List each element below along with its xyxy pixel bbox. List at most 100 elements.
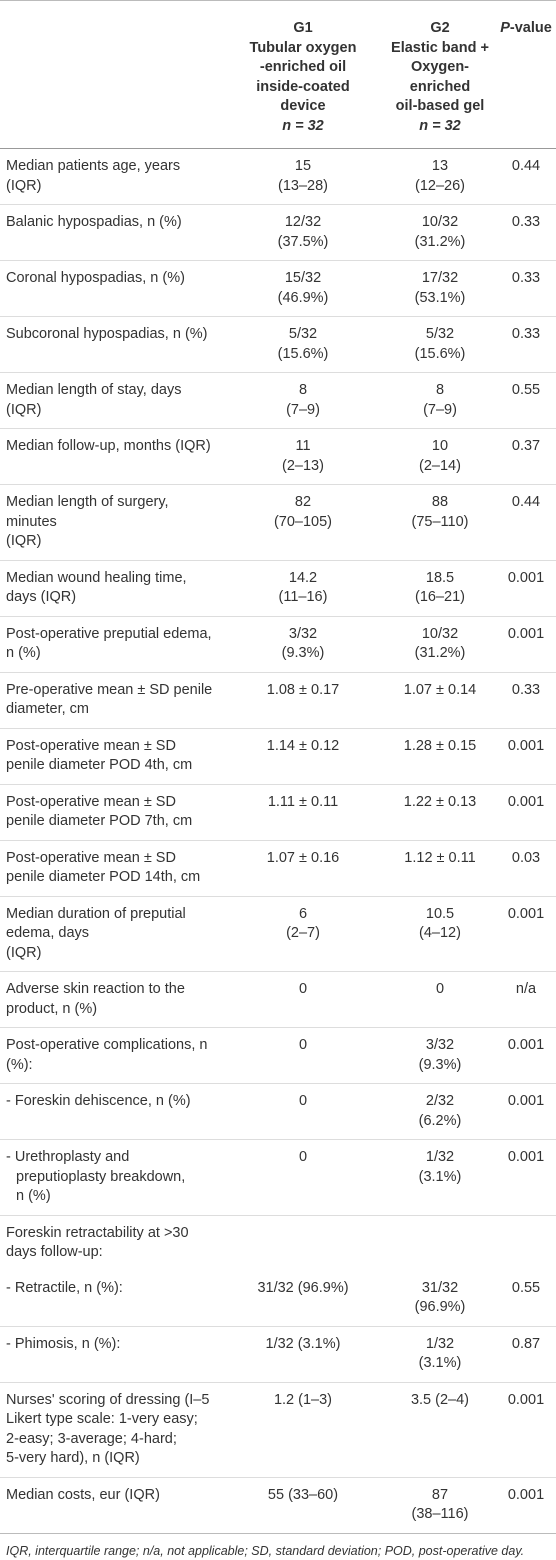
p-value: 0.03	[511, 849, 541, 866]
g2-cell: 10.5 (4–12)	[384, 896, 496, 972]
table-header: G1 Tubular oxygen -enriched oil inside-coat…	[0, 1, 556, 149]
g2-line: (75–110)	[411, 513, 469, 530]
label-line: Median wound healing time,	[6, 569, 187, 586]
g1-cell: 1.2 (1–3)	[222, 1382, 384, 1477]
g1-line: (37.5%)	[277, 233, 329, 250]
p-value: 0.37	[511, 438, 541, 454]
p-cell: 0.55	[496, 1271, 556, 1327]
row-label: Median wound healing time, days (IQR)	[0, 560, 222, 616]
header-line: enriched	[409, 78, 471, 95]
header-n: n = 32	[282, 117, 324, 134]
g2-line: 31/32	[421, 1279, 459, 1296]
label-line: Post-operative mean ± SD	[6, 793, 176, 810]
table-row: Foreskin retractability at >30 days follo…	[0, 1215, 556, 1271]
label-line: Post-operative mean ± SD	[6, 737, 176, 754]
p-rest: -value	[509, 20, 552, 36]
table-row: Post-operative preputial edema, n (%) 3/32…	[0, 616, 556, 672]
table-body: Median patients age, years (IQR) 15 (13–28…	[0, 148, 556, 1533]
g2-cell: 13 (12–26)	[384, 149, 496, 205]
label-line: 2-easy; 3-average; 4-hard;	[6, 1430, 177, 1447]
g2-line: (3.1%)	[418, 1168, 462, 1185]
g2-line: (31.2%)	[414, 233, 466, 250]
table-row: Post-operative complications, n (%): 0 3/32…	[0, 1027, 556, 1084]
p-cell: 0.33	[496, 317, 556, 373]
g1-line: (13–28)	[278, 177, 328, 194]
p-value: 0.55	[511, 382, 541, 398]
row-label: Post-operative preputial edema, n (%)	[0, 616, 222, 672]
label-line: 5-very hard), n (IQR)	[6, 1450, 140, 1466]
g2-line: (3.1%)	[418, 1355, 462, 1371]
p-cell: 0.87	[496, 1326, 556, 1382]
p-value: 0.87	[511, 1335, 541, 1352]
g2-line: 1/32	[425, 1149, 455, 1165]
g2-line: 1.07 ± 0.14	[403, 681, 477, 698]
g2-line: (31.2%)	[414, 645, 466, 661]
g1-line: 15	[294, 158, 312, 174]
table-row: - Foreskin dehiscence, n (%) 0 2/32 (6.2%) 0…	[0, 1083, 556, 1140]
header-line: Tubular oxygen	[249, 39, 357, 56]
row-label: Median length of surgery, minutes (IQR)	[0, 485, 222, 561]
g2-line: (7–9)	[423, 401, 457, 418]
g1-line: 0	[298, 981, 308, 997]
header-line: Oxygen-	[410, 59, 469, 75]
table-row: Median costs, eur (IQR) 55 (33–60) 87 (38–1…	[0, 1477, 556, 1533]
g2-line: 88	[431, 494, 449, 510]
g2-cell: 3.5 (2–4)	[384, 1382, 496, 1477]
g1-line: (7–9)	[286, 401, 320, 418]
p-cell: 0.001	[496, 728, 556, 784]
p-value: 0.55	[511, 1279, 541, 1296]
g2-line: (38–116)	[411, 1506, 469, 1522]
row-label: Foreskin retractability at >30 days follo…	[0, 1215, 222, 1271]
g1-line: 5/32	[288, 326, 318, 342]
label-line: Adverse skin reaction to the	[6, 981, 185, 997]
label-line: Subcoronal hypospadias, n (%)	[6, 326, 208, 342]
g2-line: (9.3%)	[418, 1056, 462, 1073]
g2-line: (16–21)	[415, 589, 465, 605]
g2-line: 1.28 ± 0.15	[403, 737, 477, 754]
g2-cell: 3/32 (9.3%)	[384, 1028, 496, 1084]
label-line: - Foreskin dehiscence, n (%)	[6, 1093, 191, 1109]
row-label: Nurses' scoring of dressing (I–5 Likert t…	[0, 1382, 222, 1477]
g1-cell: 8 (7–9)	[222, 373, 384, 429]
row-label: Post-operative mean ± SD penile diameter …	[0, 784, 222, 840]
g1-cell	[222, 1215, 384, 1271]
g2-line: 17/32	[421, 270, 459, 286]
table-row: Median patients age, years (IQR) 15 (13–28…	[0, 148, 556, 205]
header-n: n = 32	[419, 117, 461, 134]
p-header: P-value	[496, 1, 556, 149]
g1-cell: 15 (13–28)	[222, 149, 384, 205]
table-row: Post-operative mean ± SD penile diameter …	[0, 840, 556, 896]
p-cell: 0.001	[496, 784, 556, 840]
p-cell: 0.33	[496, 672, 556, 728]
label-line: Post-operative mean ± SD	[6, 849, 176, 866]
row-label: Post-operative mean ± SD penile diameter …	[0, 840, 222, 896]
g2-cell: 88 (75–110)	[384, 485, 496, 561]
row-label: Median length of stay, days (IQR)	[0, 373, 222, 429]
table-row: Median follow-up, months (IQR) 11 (2–13) 10…	[0, 428, 556, 485]
label-line: Foreskin retractability at >30	[6, 1224, 189, 1241]
g1-line: 1.07 ± 0.16	[266, 849, 340, 866]
p-value: 0.33	[511, 214, 541, 230]
g2-line: 2/32	[425, 1093, 455, 1109]
label-line: days follow-up:	[6, 1244, 103, 1260]
row-label: Median follow-up, months (IQR)	[0, 429, 222, 485]
g2-cell: 1/32 (3.1%)	[384, 1140, 496, 1216]
g1-line: 1/32 (3.1%)	[265, 1335, 341, 1352]
g1-cell: 15/32 (46.9%)	[222, 261, 384, 317]
g2-line: 3/32	[425, 1037, 455, 1053]
row-label: - Urethroplasty and preputioplasty breakd…	[0, 1140, 222, 1216]
label-line: diameter, cm	[6, 701, 89, 717]
g2-header: G2 Elastic band + Oxygen-enriched oil-based…	[384, 1, 496, 149]
row-label: Median costs, eur (IQR)	[0, 1477, 222, 1533]
g1-line: 14.2	[288, 569, 318, 586]
p-value: 0.44	[511, 158, 541, 174]
p-cell: 0.001	[496, 1477, 556, 1533]
label-line: - Phimosis, n (%):	[6, 1335, 121, 1352]
g1-line: 1.08 ± 0.17	[266, 681, 340, 698]
p-value: 0.001	[507, 793, 545, 810]
row-label: Adverse skin reaction to the product, n (…	[0, 972, 222, 1028]
p-value: 0.001	[507, 1149, 545, 1165]
g2-cell: 8 (7–9)	[384, 373, 496, 429]
label-line: (IQR)	[6, 533, 42, 549]
